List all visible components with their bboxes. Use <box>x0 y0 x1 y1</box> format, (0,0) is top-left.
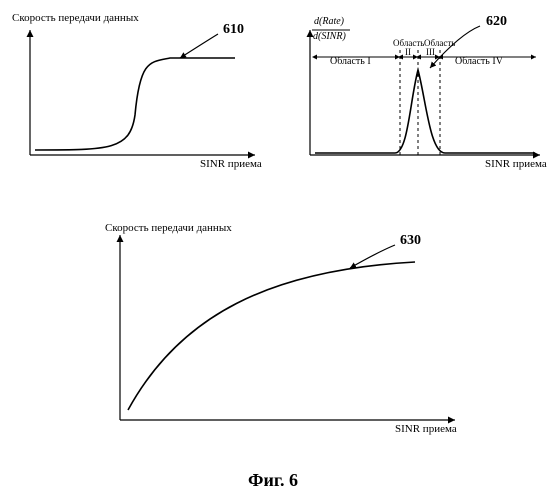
graph-620-curve <box>315 70 535 153</box>
graph-610-xlabel: SINR приема <box>200 158 262 170</box>
region4-label: Область IV <box>455 56 503 67</box>
graph-630-callout: 630 <box>400 233 421 249</box>
figure-svg <box>0 0 557 500</box>
graph-610-callout-arrow <box>180 34 218 58</box>
graph-610-curve <box>35 58 235 150</box>
region1-label: Область I <box>330 56 371 67</box>
graph-620-ylabel-num: d(Rate) <box>314 16 344 27</box>
figure-caption: Фиг. 6 <box>248 470 298 491</box>
region2-label-b: II <box>405 47 411 57</box>
figure-canvas: Скорость передачи данных SINR приема 610… <box>0 0 557 500</box>
graph-620-ylabel-den: d(SINR) <box>313 31 346 42</box>
graph-610-ylabel: Скорость передачи данных <box>12 12 139 24</box>
graph-610 <box>30 30 255 155</box>
graph-610-callout: 610 <box>223 22 244 38</box>
graph-630-ylabel: Скорость передачи данных <box>105 222 232 234</box>
region3-label-b: III <box>426 47 435 57</box>
graph-630-xlabel: SINR приема <box>395 423 457 435</box>
graph-630-curve <box>128 262 415 410</box>
graph-630 <box>120 235 455 420</box>
graph-620-callout: 620 <box>486 14 507 30</box>
graph-620-xlabel: SINR приема <box>485 158 547 170</box>
